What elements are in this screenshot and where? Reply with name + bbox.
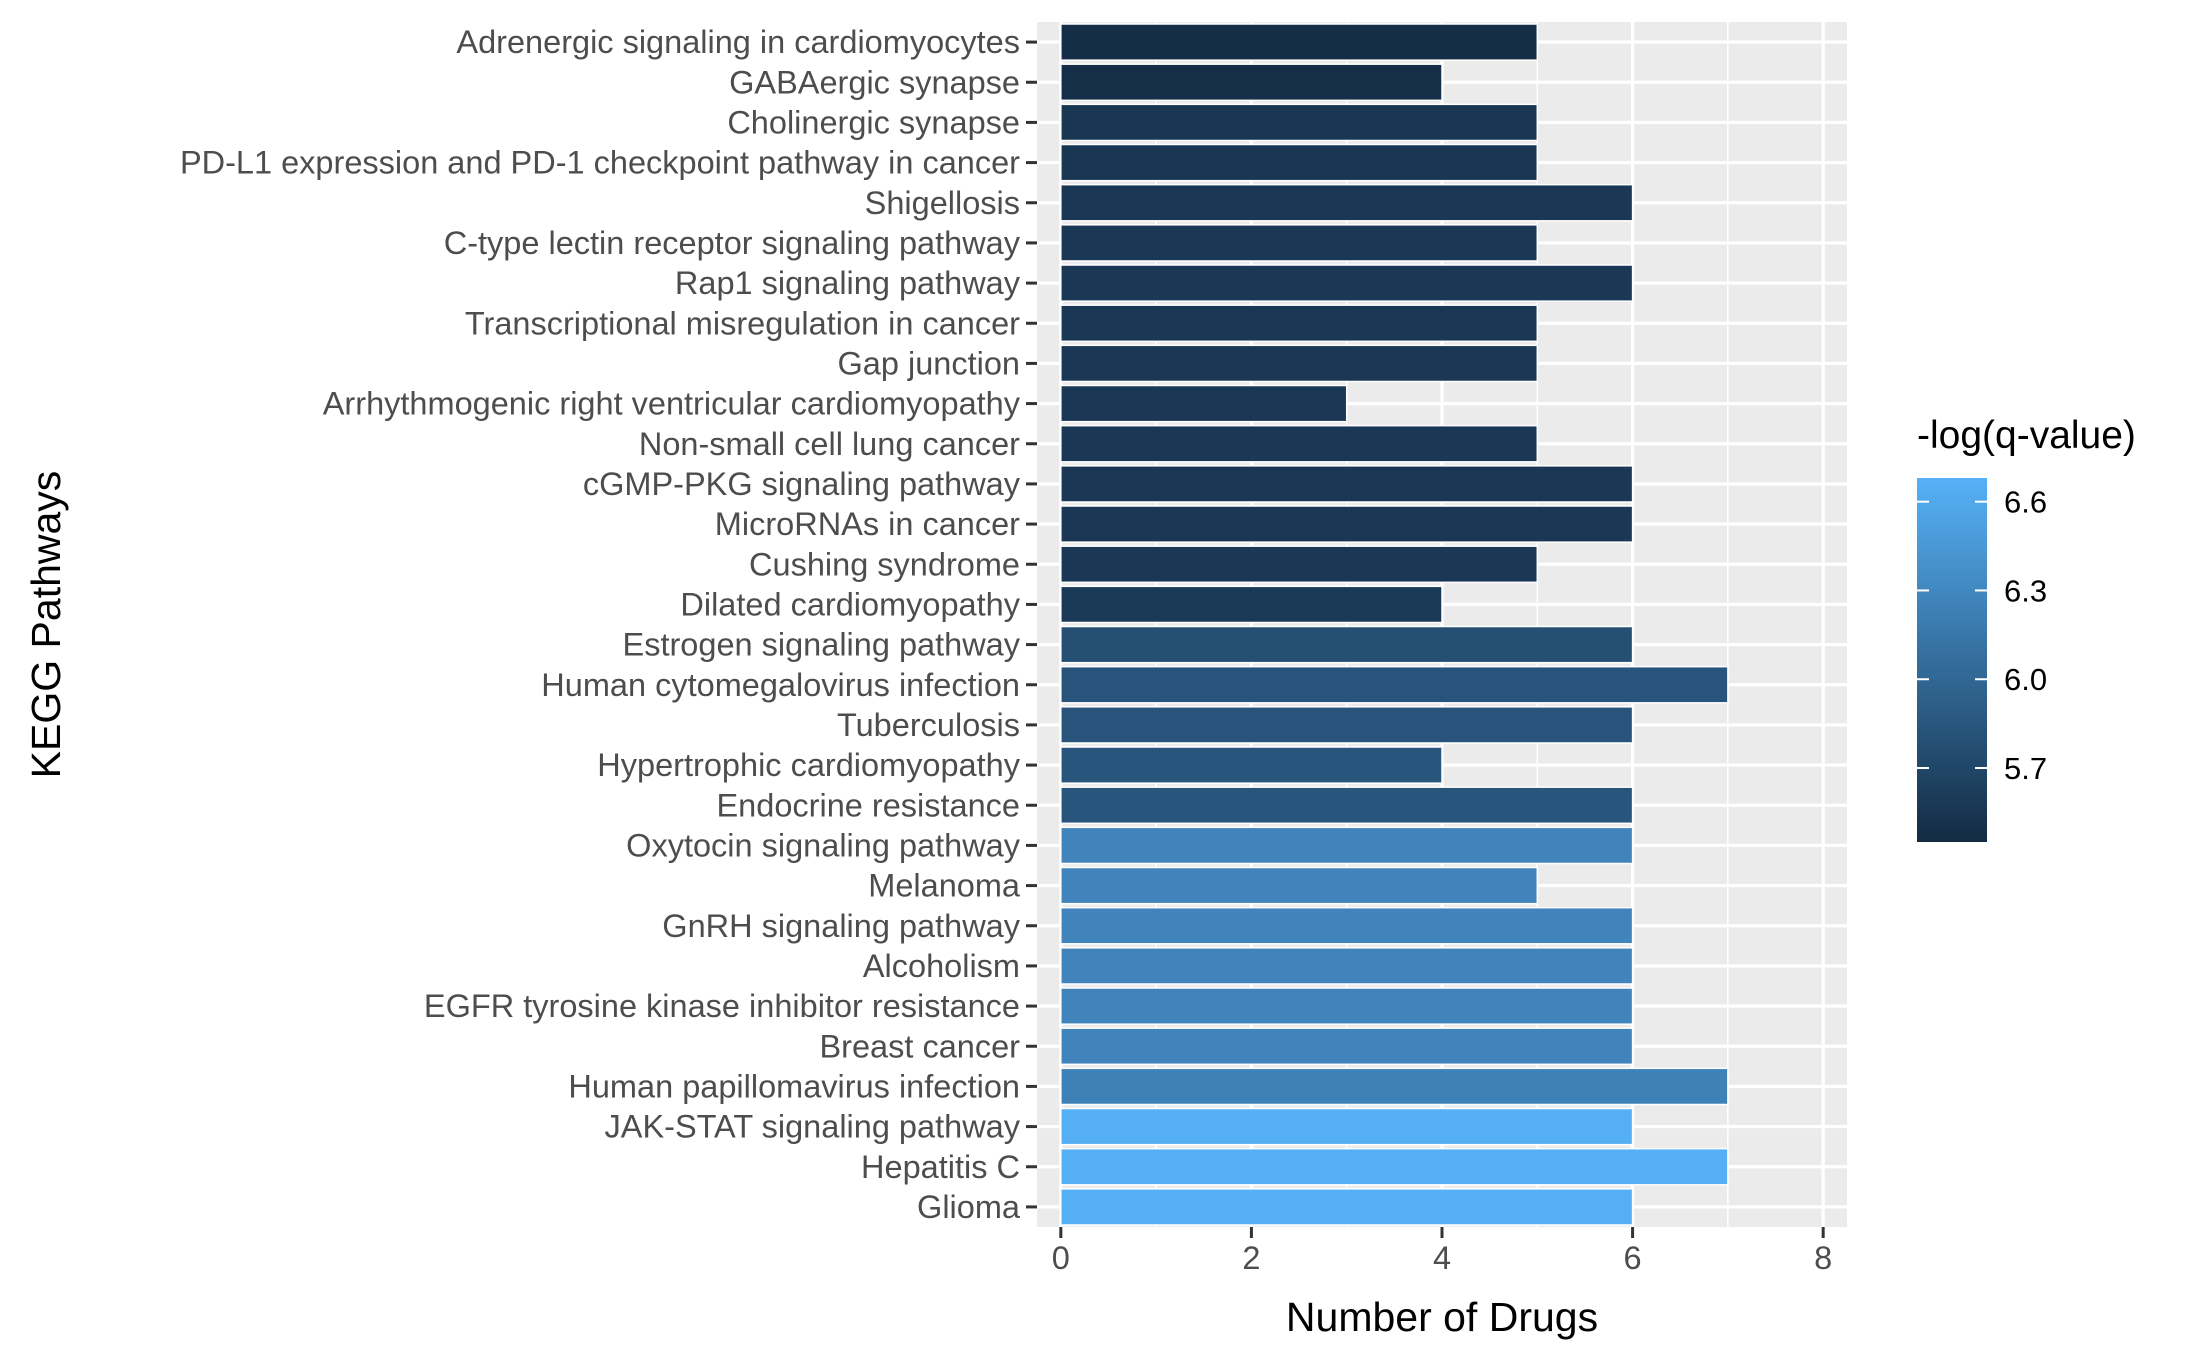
y-tick-label: Breast cancer xyxy=(819,1028,1020,1064)
y-tick-label: cGMP-PKG signaling pathway xyxy=(583,466,1021,502)
y-tick-label: Non-small cell lung cancer xyxy=(639,426,1020,462)
bar xyxy=(1060,183,1634,222)
y-axis-tick-labels: Adrenergic signaling in cardiomyocytes GA… xyxy=(180,24,1021,1225)
y-tick-label: Arrhythmogenic right ventricular cardiom… xyxy=(323,386,1021,422)
y-tick-label: JAK-STAT signaling pathway xyxy=(605,1109,1021,1145)
y-tick-label: Human papillomavirus infection xyxy=(568,1068,1020,1104)
x-axis-title: Number of Drugs xyxy=(1286,1294,1598,1340)
y-tick-label: Alcoholism xyxy=(863,948,1020,984)
y-tick-label: Rap1 signaling pathway xyxy=(675,265,1021,301)
bar xyxy=(1060,706,1634,744)
bar xyxy=(1060,947,1634,985)
bar xyxy=(1060,585,1443,624)
y-tick-label: Shigellosis xyxy=(865,185,1020,221)
y-tick-label: Gap junction xyxy=(838,345,1020,381)
bar xyxy=(1060,1188,1634,1226)
bar xyxy=(1060,103,1539,142)
bar xyxy=(1060,264,1634,302)
bar xyxy=(1060,143,1539,182)
bars xyxy=(1060,23,1729,1226)
bar xyxy=(1060,987,1634,1025)
bar xyxy=(1060,1107,1634,1146)
y-tick-label: Glioma xyxy=(917,1189,1021,1225)
legend-tick-label: 6.6 xyxy=(2004,485,2047,520)
bar xyxy=(1060,224,1539,262)
bar xyxy=(1060,826,1634,865)
y-tick-label: Tuberculosis xyxy=(837,707,1020,743)
bar xyxy=(1060,1147,1729,1186)
legend-colorbar xyxy=(1917,478,1987,842)
legend-ticks: 5.7 6.0 6.3 6.6 xyxy=(1917,485,2047,786)
bar xyxy=(1060,344,1539,383)
legend-tick-label: 6.0 xyxy=(2004,662,2047,697)
x-axis-tick-labels: 0 2 4 6 8 xyxy=(1052,1240,1832,1276)
legend-tick-label: 6.3 xyxy=(2004,573,2047,608)
bar xyxy=(1060,465,1634,503)
bar xyxy=(1060,23,1539,61)
y-tick-label: PD-L1 expression and PD-1 checkpoint pat… xyxy=(180,145,1020,181)
y-tick-label: C-type lectin receptor signaling pathway xyxy=(444,225,1021,261)
y-tick-label: Transcriptional misregulation in cancer xyxy=(465,305,1020,341)
bar xyxy=(1060,665,1729,704)
bar xyxy=(1060,63,1443,102)
bar xyxy=(1060,746,1443,784)
bar xyxy=(1060,1027,1634,1066)
legend-title: -log(q-value) xyxy=(1917,414,2136,457)
x-tick-label: 4 xyxy=(1433,1240,1451,1276)
bar xyxy=(1060,505,1634,543)
y-axis-title: KEGG Pathways xyxy=(23,471,69,779)
legend-tick-label: 5.7 xyxy=(2004,751,2047,786)
bar xyxy=(1060,625,1634,664)
bar xyxy=(1060,1067,1729,1106)
y-tick-label: EGFR tyrosine kinase inhibitor resistanc… xyxy=(424,988,1020,1024)
bar xyxy=(1060,304,1539,343)
bar xyxy=(1060,384,1348,423)
y-tick-label: Endocrine resistance xyxy=(717,787,1021,823)
y-axis-ticks xyxy=(1026,40,1037,1209)
x-tick-label: 2 xyxy=(1242,1240,1260,1276)
y-tick-label: GABAergic synapse xyxy=(729,64,1020,100)
x-tick-label: 0 xyxy=(1052,1240,1070,1276)
bar xyxy=(1060,866,1539,905)
y-tick-label: MicroRNAs in cancer xyxy=(715,506,1020,542)
y-tick-label: Melanoma xyxy=(868,868,1021,904)
bar xyxy=(1060,906,1634,945)
y-tick-label: Dilated cardiomyopathy xyxy=(680,586,1020,622)
bar xyxy=(1060,786,1634,825)
y-tick-label: Cholinergic synapse xyxy=(727,104,1020,140)
bar xyxy=(1060,545,1539,584)
y-tick-label: Oxytocin signaling pathway xyxy=(626,827,1021,863)
bar xyxy=(1060,424,1539,463)
y-tick-label: GnRH signaling pathway xyxy=(662,908,1020,944)
y-tick-label: Hepatitis C xyxy=(861,1149,1020,1185)
color-legend: -log(q-value) 5.7 6.0 6.3 6.6 xyxy=(1917,414,2136,842)
y-tick-label: Adrenergic signaling in cardiomyocytes xyxy=(456,24,1020,60)
y-tick-label: Human cytomegalovirus infection xyxy=(541,667,1020,703)
grid-minor xyxy=(1155,22,1729,1227)
x-tick-label: 8 xyxy=(1814,1240,1832,1276)
y-tick-label: Cushing syndrome xyxy=(749,546,1020,582)
y-tick-label: Hypertrophic cardiomyopathy xyxy=(597,747,1020,783)
y-tick-label: Estrogen signaling pathway xyxy=(623,627,1021,663)
x-axis-ticks xyxy=(1059,1227,1825,1238)
x-tick-label: 6 xyxy=(1624,1240,1642,1276)
